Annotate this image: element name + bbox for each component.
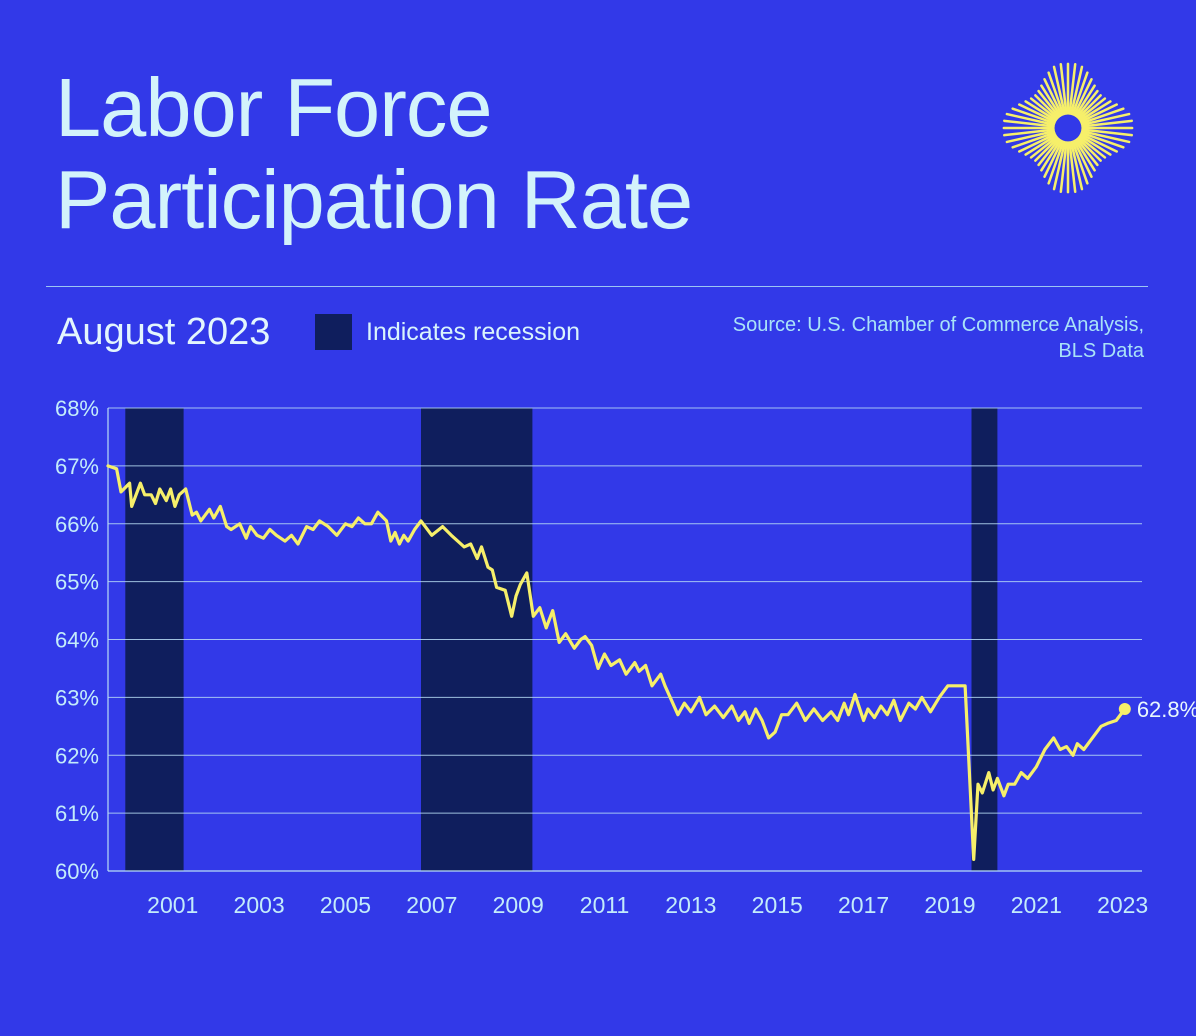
y-tick-label-64: 64% bbox=[55, 628, 99, 653]
sunburst-logo-icon bbox=[1002, 62, 1134, 194]
y-axis-ticks: 60% 61% 62% 63% 64% 65% 66% 67% 68% bbox=[55, 396, 99, 884]
y-tick-label-61: 61% bbox=[55, 801, 99, 826]
y-tick-label-67: 67% bbox=[55, 454, 99, 479]
chart-title-line-1: Labor Force bbox=[55, 61, 493, 154]
series bbox=[106, 464, 1131, 861]
axes bbox=[107, 408, 1142, 872]
x-tick-label-2021: 2021 bbox=[1011, 892, 1062, 918]
x-tick-label-2011: 2011 bbox=[580, 892, 629, 918]
y-tick-label-66: 66% bbox=[55, 512, 99, 537]
x-axis-ticks: 2001 2003 2005 2007 2009 2011 2013 2015 2017 2019… bbox=[147, 892, 1148, 918]
chart-title: Labor Force Participation Rate bbox=[55, 61, 693, 246]
recession-legend-swatch bbox=[315, 314, 352, 350]
source-line-1: Source: U.S. Chamber of Commerce Analysi… bbox=[732, 314, 1144, 336]
annotations: 62.8% bbox=[1137, 697, 1196, 722]
series-end-point bbox=[1118, 702, 1131, 715]
y-tick-label-62: 62% bbox=[55, 743, 99, 768]
source-line-2: BLS Data bbox=[1058, 340, 1144, 362]
end-value-label: 62.8% bbox=[1137, 697, 1196, 722]
y-tick-label-68: 68% bbox=[55, 396, 99, 421]
x-tick-label-2015: 2015 bbox=[752, 892, 803, 918]
y-tick-label-60: 60% bbox=[55, 859, 99, 884]
header-divider bbox=[46, 286, 1148, 287]
y-tick-label-65: 65% bbox=[55, 570, 99, 595]
x-tick-label-2019: 2019 bbox=[924, 892, 975, 918]
x-tick-label-2017: 2017 bbox=[838, 892, 889, 918]
y-tick-label-63: 63% bbox=[55, 685, 99, 710]
x-tick-label-2005: 2005 bbox=[320, 892, 371, 918]
source-note: Source: U.S. Chamber of Commerce Analysi… bbox=[733, 312, 1144, 364]
x-tick-label-2007: 2007 bbox=[406, 892, 457, 918]
x-tick-label-2013: 2013 bbox=[665, 892, 716, 918]
x-tick-label-2001: 2001 bbox=[147, 892, 198, 918]
recession-legend-label: Indicates recession bbox=[366, 318, 581, 346]
x-tick-label-2009: 2009 bbox=[493, 892, 544, 918]
series-line-1 bbox=[106, 464, 1127, 861]
x-tick-label-2023: 2023 bbox=[1097, 892, 1148, 918]
x-tick-label-2003: 2003 bbox=[234, 892, 285, 918]
participation-rate-chart: 60% 61% 62% 63% 64% 65% 66% 67% 68% 2001 2003 2005… bbox=[55, 396, 1196, 918]
gridlines bbox=[108, 407, 1142, 814]
date-subtitle: August 2023 bbox=[57, 311, 271, 353]
chart-title-line-2: Participation Rate bbox=[55, 153, 693, 246]
